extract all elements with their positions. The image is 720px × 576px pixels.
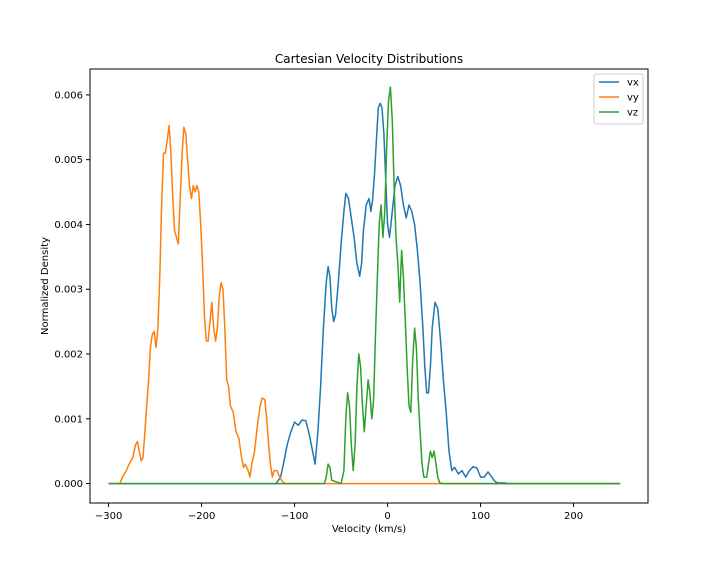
series-line-vz (108, 86, 621, 485)
legend-label-vz: vz (627, 108, 638, 119)
series-line-vy (108, 124, 621, 485)
x-axis-ticks: −300 −200 −100 0 100 200 (95, 503, 583, 522)
y-tick-label: 0.002 (54, 350, 83, 361)
chart-title: Cartesian Velocity Distributions (275, 52, 463, 66)
series-layer (108, 86, 621, 485)
y-tick-label: 0.000 (54, 479, 83, 490)
y-axis-ticks: 0.000 0.001 0.002 0.003 0.004 0.005 0.006 (54, 90, 90, 490)
x-tick-label: 200 (564, 511, 583, 522)
y-tick-label: 0.001 (54, 414, 83, 425)
x-axis-label: Velocity (km/s) (332, 524, 406, 535)
y-tick-label: 0.004 (54, 220, 83, 231)
x-tick-label: −300 (95, 511, 122, 522)
legend: vx vy vz (593, 73, 644, 125)
y-axis-label: Normalized Density (40, 237, 51, 335)
y-tick-label: 0.006 (54, 90, 83, 101)
plot-frame (89, 68, 649, 504)
series-line-vx (108, 102, 621, 485)
x-tick-label: −200 (188, 511, 215, 522)
x-tick-label: −100 (281, 511, 308, 522)
plot-area (90, 69, 648, 503)
y-tick-label: 0.005 (54, 155, 83, 166)
legend-label-vy: vy (627, 93, 639, 104)
legend-label-vx: vx (627, 78, 639, 89)
x-tick-label: 0 (384, 511, 390, 522)
x-tick-label: 100 (471, 511, 490, 522)
y-tick-label: 0.003 (54, 285, 83, 296)
